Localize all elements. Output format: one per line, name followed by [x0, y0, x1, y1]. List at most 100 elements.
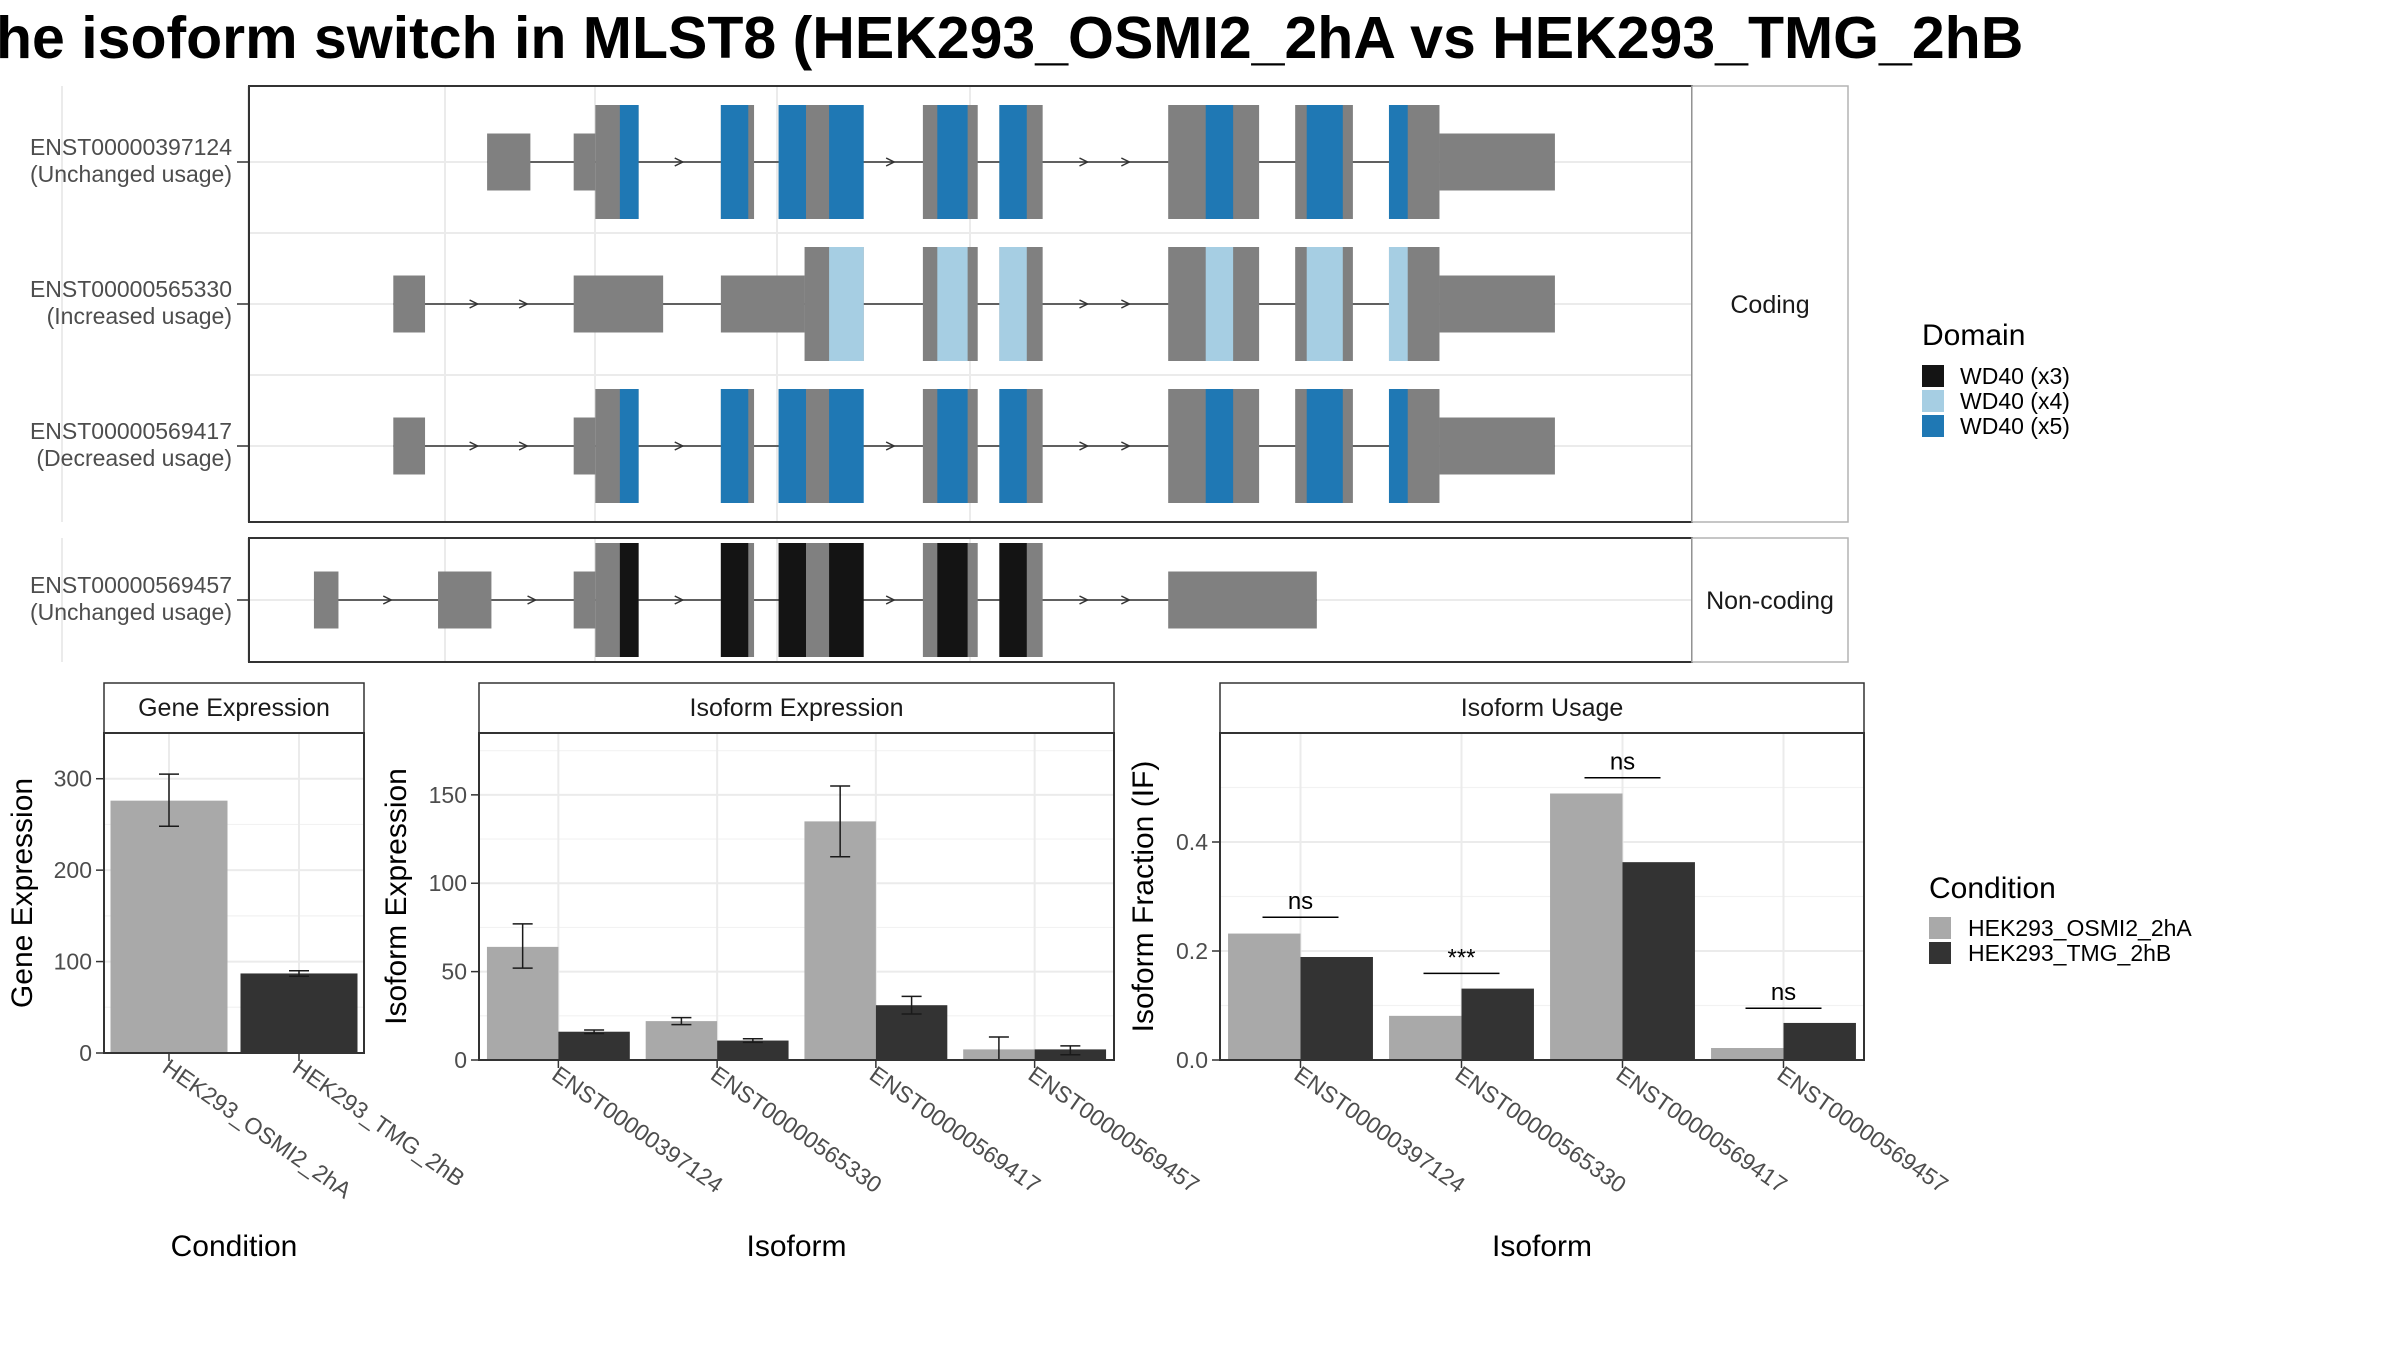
noncoding-exon	[1439, 275, 1555, 333]
y-tick-label: 0.0	[1176, 1047, 1208, 1073]
wd40-domain-x5	[1205, 105, 1234, 219]
intron-arrow	[469, 441, 480, 451]
noncoding-exon	[438, 571, 492, 629]
y-tick-label: 200	[54, 857, 92, 883]
intron-arrow	[1079, 157, 1090, 167]
wd40-domain-x4	[1388, 247, 1408, 361]
intron-arrow	[518, 441, 529, 451]
noncoding-exon	[1439, 417, 1555, 475]
wd40-domain-x3	[720, 543, 749, 657]
noncoding-exon	[573, 275, 664, 333]
transcript-id-label: ENST00000569417	[30, 418, 232, 444]
isoform-usage-panel: Isoform Usage0.00.20.4ENST00000397124ENS…	[1127, 682, 1953, 1263]
panel-strip-title: Gene Expression	[138, 694, 330, 722]
wd40-domain-x5	[829, 389, 864, 503]
bar	[558, 1031, 630, 1060]
condition-legend-label: HEK293_TMG_2hB	[1968, 940, 2171, 966]
wd40-domain-x3	[937, 543, 968, 657]
noncoding-exon	[720, 275, 805, 333]
intron-arrow	[1121, 157, 1132, 167]
transcript-id-label: ENST00000565330	[30, 276, 232, 302]
y-tick-label: 100	[54, 949, 92, 975]
bar	[1228, 933, 1301, 1060]
wd40-domain-x4	[829, 247, 864, 361]
significance-label: ns	[1771, 979, 1796, 1006]
wd40-domain-x4	[1205, 247, 1234, 361]
condition-legend-label: HEK293_OSMI2_2hA	[1968, 915, 2192, 941]
bar	[1622, 862, 1695, 1060]
intron-arrow	[1121, 299, 1132, 309]
intron-arrow	[674, 595, 685, 605]
structure-strip	[1691, 537, 1849, 663]
transcript-usage-label: (Unchanged usage)	[30, 599, 232, 625]
transcript-usage-label: (Decreased usage)	[36, 445, 232, 471]
bar	[1711, 1048, 1784, 1060]
x-tick-label: ENST00000569457	[1024, 1061, 1204, 1198]
bar	[1783, 1022, 1856, 1060]
noncoding-exon	[393, 275, 426, 333]
bar	[110, 800, 228, 1053]
noncoding-exon	[487, 133, 531, 191]
intron-arrow	[885, 441, 896, 451]
intron-arrow	[518, 299, 529, 309]
domain-legend-label: WD40 (x3)	[1960, 363, 2070, 389]
y-axis-title: Isoform Fraction (IF)	[1127, 761, 1160, 1033]
wd40-domain-x5	[720, 105, 749, 219]
x-tick-label: ENST00000565330	[1451, 1061, 1631, 1198]
wd40-domain-x5	[619, 389, 639, 503]
intron-arrow	[674, 157, 685, 167]
bar	[1461, 988, 1534, 1060]
wd40-domain-x3	[999, 543, 1027, 657]
isoform-expression-panel: Isoform Expression 0 50 100 150 ENST000003971…	[380, 682, 1204, 1263]
y-tick-label: 0.4	[1176, 829, 1208, 855]
structure-strip-label: Coding	[1730, 291, 1809, 319]
intron-arrow	[1079, 299, 1090, 309]
domain-legend-key-x3	[1922, 365, 1944, 387]
x-tick-label: ENST00000397124	[548, 1061, 729, 1198]
panel-strip	[1219, 682, 1865, 734]
noncoding-exon	[573, 571, 596, 629]
wd40-domain-x5	[778, 389, 806, 503]
wd40-domain-x4	[1306, 247, 1343, 361]
intron-arrow	[885, 157, 896, 167]
panel-strip-title: Isoform Expression	[690, 694, 904, 722]
y-tick-label: 50	[441, 959, 467, 985]
significance-label: ns	[1610, 749, 1635, 776]
x-tick-label: ENST00000397124	[1290, 1061, 1471, 1198]
significance-label: ns	[1288, 888, 1313, 915]
transcript-id-label: ENST00000397124	[30, 134, 232, 160]
transcript-usage-label: (Increased usage)	[47, 303, 232, 329]
x-axis-title: Isoform	[1492, 1230, 1592, 1263]
x-tick-label: ENST00000565330	[706, 1061, 886, 1198]
intron-arrow	[1079, 441, 1090, 451]
wd40-domain-x3	[619, 543, 639, 657]
bar	[717, 1040, 789, 1060]
y-axis-title: Gene Expression	[6, 778, 39, 1008]
x-tick-label: ENST00000569417	[865, 1061, 1045, 1198]
wd40-domain-x5	[937, 105, 968, 219]
panel-bg	[479, 733, 1114, 1060]
bar	[1389, 1015, 1462, 1060]
intron-arrow	[527, 595, 538, 605]
wd40-domain-x4	[999, 247, 1027, 361]
transcript-usage-label: (Unchanged usage)	[30, 161, 232, 187]
intron-arrow	[885, 595, 896, 605]
wd40-domain-x5	[829, 105, 864, 219]
condition-legend-key	[1929, 917, 1951, 939]
x-axis-title: Condition	[171, 1230, 298, 1263]
wd40-domain-x5	[778, 105, 806, 219]
intron-arrow	[1079, 595, 1090, 605]
y-axis-title: Isoform Expression	[380, 768, 413, 1025]
wd40-domain-x5	[1388, 105, 1408, 219]
y-tick-label: 150	[429, 782, 467, 808]
noncoding-exon	[313, 571, 339, 629]
noncoding-exon	[1168, 571, 1317, 629]
panel-border	[103, 732, 365, 1054]
domain-legend-key-x4	[1922, 390, 1944, 412]
transcript-id-label: ENST00000569457	[30, 572, 232, 598]
condition-legend-key	[1929, 942, 1951, 964]
wd40-domain-x5	[937, 389, 968, 503]
